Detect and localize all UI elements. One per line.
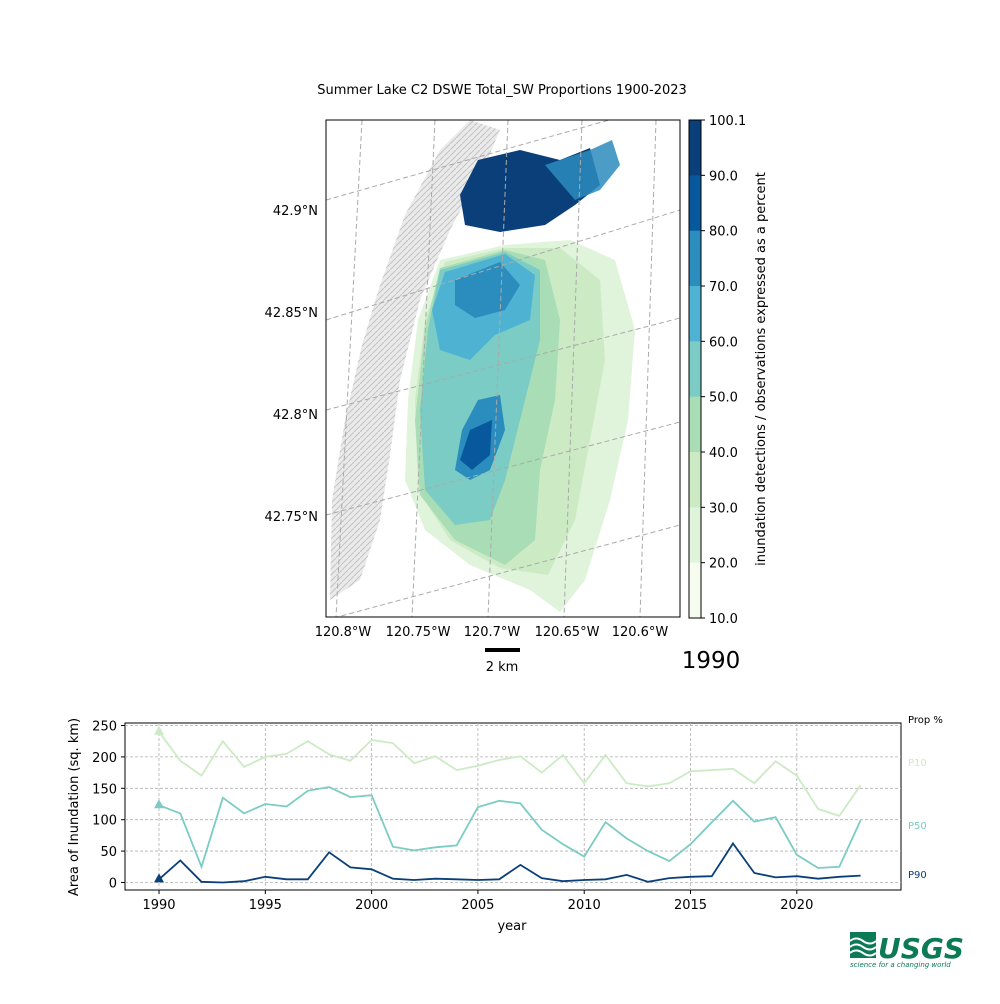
lon-label: 120.6°W — [612, 625, 669, 640]
x-tick-label: 1990 — [142, 898, 175, 913]
scale-bar-label: 2 km — [486, 660, 519, 675]
lake-band-80 — [455, 262, 520, 318]
year-marker-p10 — [154, 725, 165, 735]
series-labels: P10 P50 P90 — [908, 758, 927, 881]
colorbar-segment — [689, 507, 701, 564]
x-tick-label: 2020 — [780, 898, 813, 913]
colorbar-tick-label: 100.1 — [709, 114, 746, 129]
colorbar-label: inundation detections / observations exp… — [754, 172, 769, 566]
series-label-p90: P90 — [908, 870, 927, 881]
lat-label: 42.8°N — [273, 408, 318, 423]
colorbar-segment — [689, 175, 701, 232]
lon-label: 120.8°W — [315, 625, 372, 640]
plot-area — [124, 722, 902, 891]
y-tick-label: 50 — [100, 845, 117, 860]
year-label: 1990 — [682, 648, 741, 674]
colorbar-tick-label: 90.0 — [709, 169, 738, 184]
graticule — [326, 120, 680, 617]
x-axis-label: year — [497, 919, 527, 934]
x-tick-label: 1995 — [249, 898, 282, 913]
colorbar-tick-label: 10.0 — [709, 612, 738, 627]
lake-band-100-south — [460, 420, 492, 470]
y-ticks: 0 50 100 150 200 250 — [92, 720, 125, 891]
colorbar-segment — [689, 120, 701, 176]
x-tick-label: 2005 — [461, 898, 494, 913]
colorbar-segment — [689, 230, 701, 287]
colorbar-tick-label: 40.0 — [709, 446, 738, 461]
lat-label: 42.75°N — [265, 510, 318, 525]
series-label-p10: P10 — [908, 758, 927, 769]
colorbar-ticks: 100.1 90.0 80.0 70.0 60.0 50.0 40.0 30.0 20.0 10.… — [701, 114, 746, 627]
usgs-wordmark: USGS — [878, 932, 964, 965]
map-title: Summer Lake C2 DSWE Total_SW Proportions… — [317, 83, 687, 98]
x-ticks: 1990 1995 2000 2005 2010 2015 2020 — [142, 890, 813, 913]
colorbar-frame — [688, 119, 702, 619]
colorbar-segment — [689, 286, 701, 342]
colorbar-tick-label: 30.0 — [709, 501, 738, 516]
series-line-p50 — [158, 786, 862, 870]
lat-label: 42.85°N — [265, 306, 318, 321]
colorbar-segment — [689, 452, 701, 508]
scale-bar — [485, 648, 520, 652]
lon-label: 120.65°W — [535, 625, 600, 640]
y-axis-label: Area of Inundation (sq. km) — [67, 718, 82, 896]
y-tick-label: 150 — [92, 782, 117, 797]
usgs-logo-mark — [849, 932, 877, 958]
legend-title: Prop % — [908, 715, 943, 726]
lat-labels: 42.9°N 42.85°N 42.8°N 42.75°N — [265, 204, 318, 525]
colorbar-segment — [689, 341, 701, 398]
year-marker-p50 — [154, 799, 165, 809]
x-tick-label: 2010 — [568, 898, 601, 913]
lat-label: 42.9°N — [273, 204, 318, 219]
y-tick-label: 0 — [109, 876, 117, 891]
y-tick-label: 100 — [92, 814, 117, 829]
colorbar-segment — [689, 562, 701, 619]
series-label-p50: P50 — [908, 821, 927, 832]
x-tick-label: 2015 — [674, 898, 707, 913]
terrain-ridge — [330, 120, 500, 600]
series-lines — [158, 731, 862, 884]
timeseries-chart: 1990 1995 2000 2005 2010 2015 2020 0 50 100 150 20… — [92, 720, 927, 913]
usgs-tagline: science for a changing world — [850, 961, 951, 969]
x-tick-label: 2000 — [355, 898, 388, 913]
year-marker-p90 — [154, 873, 165, 883]
y-tick-label: 250 — [92, 720, 117, 735]
colorbar-tick-label: 20.0 — [709, 557, 738, 572]
colorbar-tick-label: 80.0 — [709, 225, 738, 240]
colorbar-tick-label: 50.0 — [709, 391, 738, 406]
series-line-p10 — [158, 731, 862, 817]
colorbar-tick-label: 60.0 — [709, 335, 738, 350]
y-tick-label: 200 — [92, 751, 117, 766]
colorbar-segment — [689, 396, 701, 453]
gridlines — [125, 723, 901, 890]
lon-label: 120.75°W — [386, 625, 451, 640]
year-markers — [154, 725, 165, 883]
lon-labels: 120.8°W 120.75°W 120.7°W 120.65°W 120.6°… — [315, 625, 669, 640]
series-line-p90 — [158, 841, 861, 884]
marsh-north-mid — [545, 140, 620, 200]
colorbar-tick-label: 70.0 — [709, 280, 738, 295]
usgs-logo: USGS science for a changing world — [849, 932, 964, 969]
colorbar — [688, 119, 702, 619]
map-panel — [326, 120, 680, 617]
lon-label: 120.7°W — [464, 625, 521, 640]
map-frame — [325, 119, 681, 618]
